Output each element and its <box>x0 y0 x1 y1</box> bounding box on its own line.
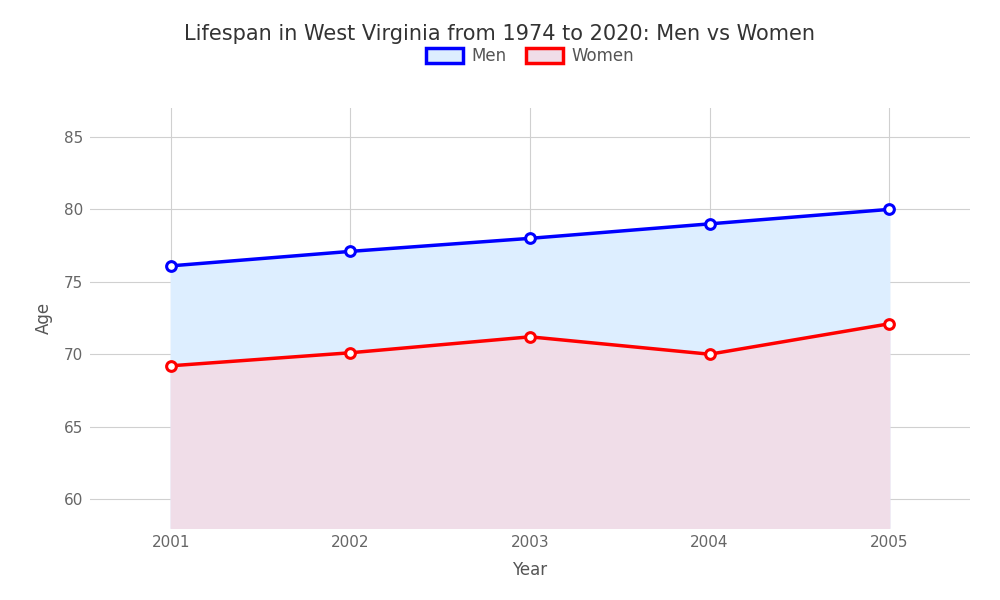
Text: Lifespan in West Virginia from 1974 to 2020: Men vs Women: Lifespan in West Virginia from 1974 to 2… <box>184 24 816 44</box>
X-axis label: Year: Year <box>512 561 548 579</box>
Legend: Men, Women: Men, Women <box>419 41 641 72</box>
Y-axis label: Age: Age <box>35 302 53 334</box>
